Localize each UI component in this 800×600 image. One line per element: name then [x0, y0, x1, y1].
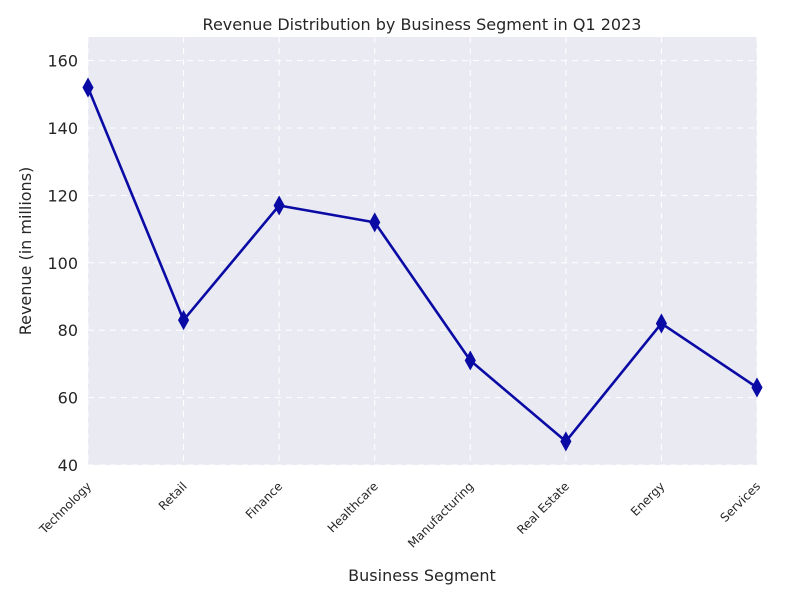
x-tick-label: Services	[717, 479, 763, 525]
x-axis-label: Business Segment	[348, 566, 496, 585]
y-tick-label: 120	[47, 186, 78, 205]
y-tick-label: 40	[58, 456, 78, 475]
series-line	[86, 87, 758, 443]
data-point-marker	[464, 350, 476, 371]
data-point-marker	[82, 77, 94, 98]
y-tick-label: 60	[58, 389, 78, 408]
y-tick-label: 140	[47, 119, 78, 138]
x-tick-label: Retail	[156, 479, 190, 513]
x-tick-label: Finance	[243, 479, 285, 521]
data-point-marker	[751, 377, 763, 398]
y-tick-label: 160	[47, 52, 78, 71]
y-axis-label: Revenue (in millions)	[16, 167, 35, 336]
y-tick-label: 100	[47, 254, 78, 273]
x-tick-label: Manufacturing	[405, 479, 476, 550]
plot-area	[88, 37, 757, 465]
x-tick-label: Technology	[36, 479, 94, 537]
y-axis-ticks: 40 60 80 100 120 140 160	[47, 52, 78, 475]
series-group	[82, 77, 763, 452]
data-point-marker	[177, 310, 190, 331]
chart-title: Revenue Distribution by Business Segment…	[203, 15, 642, 34]
x-tick-label: Real Estate	[514, 479, 572, 537]
data-point-marker	[369, 212, 381, 233]
x-tick-label: Energy	[628, 479, 668, 519]
data-point-marker	[273, 195, 285, 216]
x-axis-ticks: Technology Retail Finance Healthcare Manufac…	[36, 479, 763, 550]
y-tick-label: 80	[58, 321, 78, 340]
data-point-marker	[560, 431, 572, 452]
x-tick-label: Healthcare	[325, 479, 381, 535]
data-point-marker	[655, 313, 668, 334]
